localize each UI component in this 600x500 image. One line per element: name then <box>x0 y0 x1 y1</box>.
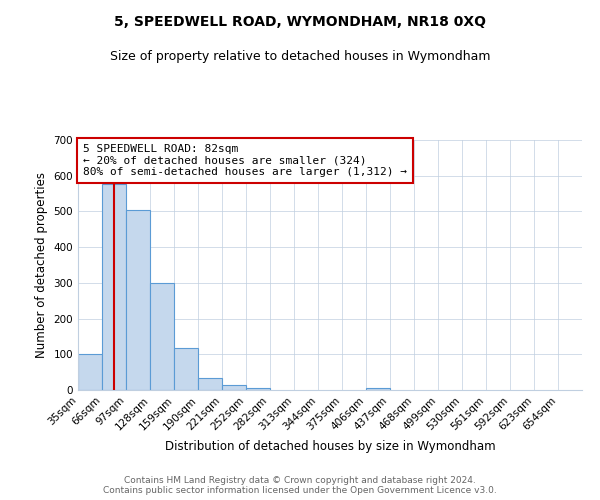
Bar <box>78 354 102 390</box>
Text: 5 SPEEDWELL ROAD: 82sqm
← 20% of detached houses are smaller (324)
80% of semi-d: 5 SPEEDWELL ROAD: 82sqm ← 20% of detache… <box>83 144 407 177</box>
Bar <box>102 184 126 390</box>
Text: Contains HM Land Registry data © Crown copyright and database right 2024.
Contai: Contains HM Land Registry data © Crown c… <box>103 476 497 495</box>
Bar <box>150 283 174 390</box>
Bar <box>246 388 270 390</box>
Y-axis label: Number of detached properties: Number of detached properties <box>35 172 48 358</box>
Text: Size of property relative to detached houses in Wymondham: Size of property relative to detached ho… <box>110 50 490 63</box>
X-axis label: Distribution of detached houses by size in Wymondham: Distribution of detached houses by size … <box>164 440 496 453</box>
Bar <box>174 348 198 390</box>
Bar <box>198 378 222 390</box>
Bar <box>222 385 246 390</box>
Bar <box>365 388 390 390</box>
Bar <box>126 210 150 390</box>
Text: 5, SPEEDWELL ROAD, WYMONDHAM, NR18 0XQ: 5, SPEEDWELL ROAD, WYMONDHAM, NR18 0XQ <box>114 15 486 29</box>
